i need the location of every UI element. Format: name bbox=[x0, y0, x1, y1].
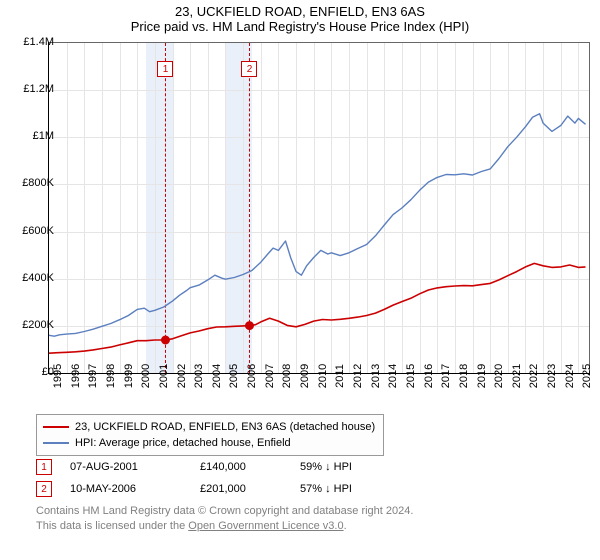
x-axis-tick-label: 1997 bbox=[87, 364, 99, 388]
legend-item: HPI: Average price, detached house, Enfi… bbox=[43, 435, 375, 451]
event-number-box: 1 bbox=[157, 61, 173, 77]
x-axis-tick-label: 2019 bbox=[476, 364, 488, 388]
x-axis-tick-label: 2012 bbox=[352, 364, 364, 388]
x-axis-tick-label: 2008 bbox=[281, 364, 293, 388]
legend-label: HPI: Average price, detached house, Enfi… bbox=[75, 437, 291, 449]
ogl-link[interactable]: Open Government Licence v3.0 bbox=[188, 520, 343, 532]
x-axis-tick-label: 2000 bbox=[140, 364, 152, 388]
x-axis-tick-label: 2005 bbox=[228, 364, 240, 388]
chart-title: 23, UCKFIELD ROAD, ENFIELD, EN3 6AS bbox=[0, 0, 600, 19]
transactions-table: 1 07-AUG-2001£140,00059% ↓ HPI 2 10-MAY-200… bbox=[36, 456, 410, 500]
y-axis-tick-label: £0 bbox=[8, 366, 54, 378]
x-axis-tick-label: 2020 bbox=[493, 364, 505, 388]
x-axis-tick-label: 2018 bbox=[458, 364, 470, 388]
x-axis-tick-label: 2010 bbox=[317, 364, 329, 388]
x-axis-tick-label: 2002 bbox=[176, 364, 188, 388]
transaction-price: £201,000 bbox=[200, 483, 300, 495]
x-axis-tick-label: 2001 bbox=[158, 364, 170, 388]
legend-swatch bbox=[43, 442, 69, 444]
legend-label: 23, UCKFIELD ROAD, ENFIELD, EN3 6AS (det… bbox=[75, 421, 375, 433]
y-axis-tick-label: £1.2M bbox=[8, 83, 54, 95]
transaction-diff: 59% ↓ HPI bbox=[300, 461, 410, 473]
x-axis-tick-label: 2004 bbox=[211, 364, 223, 388]
legend: 23, UCKFIELD ROAD, ENFIELD, EN3 6AS (det… bbox=[36, 414, 384, 456]
x-axis-tick-label: 2006 bbox=[246, 364, 258, 388]
transaction-marker: 1 bbox=[36, 459, 52, 475]
x-axis-tick-label: 2003 bbox=[193, 364, 205, 388]
chart-svg bbox=[49, 43, 589, 373]
chart-plot-area: 12 bbox=[48, 42, 590, 374]
x-axis-tick-label: 2009 bbox=[299, 364, 311, 388]
x-axis-tick-label: 2016 bbox=[423, 364, 435, 388]
series-line bbox=[49, 263, 586, 353]
y-axis-tick-label: £600K bbox=[8, 225, 54, 237]
footer-line1-post: . bbox=[410, 505, 413, 517]
footer-line2-pre: This data is licensed under the bbox=[36, 520, 188, 532]
legend-swatch bbox=[43, 426, 69, 428]
x-axis-tick-label: 2022 bbox=[528, 364, 540, 388]
x-axis-tick-label: 1998 bbox=[105, 364, 117, 388]
x-axis-tick-label: 1995 bbox=[52, 364, 64, 388]
transaction-price: £140,000 bbox=[200, 461, 300, 473]
y-axis-tick-label: £800K bbox=[8, 177, 54, 189]
y-axis-tick-label: £1.4M bbox=[8, 36, 54, 48]
x-axis-tick-label: 2013 bbox=[370, 364, 382, 388]
x-axis-tick-label: 2025 bbox=[581, 364, 593, 388]
footer-line1-pre: Contains HM Land Registry data © Crown c… bbox=[36, 505, 386, 517]
transaction-date: 10-MAY-2006 bbox=[70, 483, 200, 495]
x-axis-tick-label: 2015 bbox=[405, 364, 417, 388]
x-axis-tick-label: 2007 bbox=[264, 364, 276, 388]
x-axis-tick-label: 2021 bbox=[511, 364, 523, 388]
transaction-row: 2 10-MAY-2006£201,00057% ↓ HPI bbox=[36, 478, 410, 500]
y-axis-tick-label: £400K bbox=[8, 272, 54, 284]
y-axis-tick-label: £1M bbox=[8, 130, 54, 142]
event-number-box: 2 bbox=[241, 61, 257, 77]
chart-subtitle: Price paid vs. HM Land Registry's House … bbox=[0, 19, 600, 36]
legend-item: 23, UCKFIELD ROAD, ENFIELD, EN3 6AS (det… bbox=[43, 419, 375, 435]
x-axis-tick-label: 2023 bbox=[546, 364, 558, 388]
y-axis-tick-label: £200K bbox=[8, 319, 54, 331]
series-line bbox=[49, 114, 586, 337]
footer-attribution: Contains HM Land Registry data © Crown c… bbox=[36, 504, 413, 535]
x-axis-tick-label: 2017 bbox=[440, 364, 452, 388]
transaction-diff: 57% ↓ HPI bbox=[300, 483, 410, 495]
x-axis-tick-label: 1996 bbox=[70, 364, 82, 388]
transaction-marker: 2 bbox=[36, 481, 52, 497]
footer-line2-post: . bbox=[344, 520, 347, 532]
footer-year: 2024 bbox=[386, 505, 410, 517]
transaction-row: 1 07-AUG-2001£140,00059% ↓ HPI bbox=[36, 456, 410, 478]
transaction-date: 07-AUG-2001 bbox=[70, 461, 200, 473]
x-axis-tick-label: 2014 bbox=[387, 364, 399, 388]
x-axis-tick-label: 1999 bbox=[123, 364, 135, 388]
x-axis-tick-label: 2011 bbox=[334, 364, 346, 388]
x-axis-tick-label: 2024 bbox=[564, 364, 576, 388]
